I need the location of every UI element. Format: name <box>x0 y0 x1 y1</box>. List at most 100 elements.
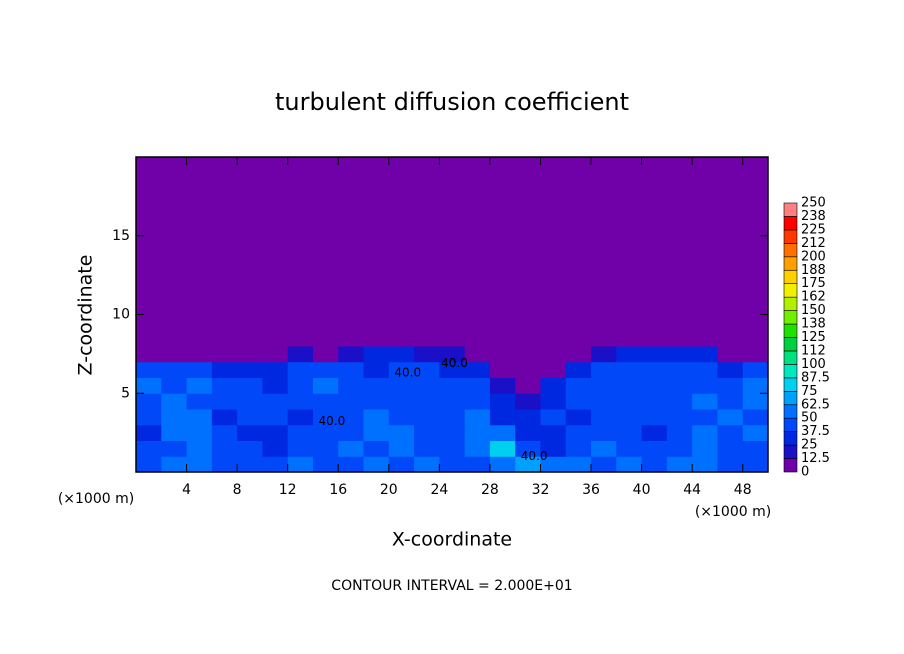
cell <box>540 377 567 394</box>
cell <box>742 314 769 347</box>
cell <box>489 157 516 315</box>
cell <box>161 157 188 315</box>
cell <box>742 393 769 410</box>
cell <box>692 346 718 363</box>
cell <box>489 314 516 347</box>
cell <box>237 314 263 347</box>
cell <box>439 424 466 441</box>
cell <box>414 393 440 410</box>
cell <box>641 424 668 441</box>
cell <box>186 409 213 426</box>
x-tick-label: 36 <box>582 482 600 498</box>
colorbar-label: 25 <box>801 438 818 453</box>
cell <box>666 409 693 426</box>
cell <box>489 424 516 441</box>
cell <box>464 456 491 473</box>
cell <box>641 377 668 394</box>
cell <box>515 456 541 473</box>
cell <box>489 377 516 394</box>
cell <box>186 456 213 473</box>
cell <box>211 393 238 410</box>
cell <box>439 346 466 363</box>
x-unit-label: (×1000 m) <box>58 491 134 507</box>
cell <box>515 440 541 457</box>
cell <box>363 346 390 363</box>
cell <box>388 377 415 394</box>
cell <box>338 361 365 378</box>
cell <box>616 409 643 426</box>
cell <box>515 424 541 441</box>
colorbar-swatch <box>783 431 798 446</box>
cell <box>211 361 238 378</box>
cell <box>363 409 390 426</box>
cell <box>287 346 314 363</box>
cell <box>692 393 718 410</box>
cell <box>262 314 289 347</box>
cell <box>439 393 466 410</box>
colorbar-swatch <box>783 404 798 419</box>
cell <box>591 157 617 315</box>
cell <box>540 346 567 363</box>
cell <box>262 393 289 410</box>
cell <box>136 440 162 457</box>
cell <box>439 377 466 394</box>
cell <box>692 361 718 378</box>
cell <box>388 440 415 457</box>
cell <box>616 157 643 315</box>
cell <box>388 424 415 441</box>
cell <box>591 393 617 410</box>
cell <box>388 409 415 426</box>
cell <box>565 361 592 378</box>
colorbar-label: 50 <box>801 411 818 426</box>
cell <box>742 377 769 394</box>
colorbar-label: 125 <box>801 330 826 345</box>
cell <box>262 346 289 363</box>
cell <box>666 346 693 363</box>
cell <box>414 456 440 473</box>
cell <box>211 456 238 473</box>
cell <box>262 377 289 394</box>
cell <box>464 409 491 426</box>
contour-label: 40.0 <box>521 449 548 463</box>
cell <box>338 456 365 473</box>
cell <box>616 440 643 457</box>
colorbar-swatch <box>783 444 798 459</box>
contour-label: 40.0 <box>319 414 346 428</box>
cell <box>591 456 617 473</box>
cell <box>616 314 643 347</box>
cell <box>565 393 592 410</box>
colorbar-swatch <box>783 323 798 338</box>
cell <box>388 346 415 363</box>
cell <box>338 346 365 363</box>
colorbar-label: 100 <box>801 357 826 372</box>
cell <box>515 314 541 347</box>
cell <box>717 393 744 410</box>
cell <box>540 361 567 378</box>
cell <box>489 393 516 410</box>
cell <box>489 409 516 426</box>
cell <box>641 314 668 347</box>
cell <box>489 346 516 363</box>
cell <box>565 346 592 363</box>
cell <box>439 456 466 473</box>
cell <box>211 157 238 315</box>
cell <box>742 456 769 473</box>
cell <box>591 377 617 394</box>
cell <box>692 424 718 441</box>
cell <box>540 440 567 457</box>
cell <box>312 440 339 457</box>
cell <box>641 346 668 363</box>
cell <box>641 440 668 457</box>
x-tick-label: 16 <box>329 482 347 498</box>
cell <box>717 456 744 473</box>
cell <box>338 440 365 457</box>
colorbar-label: 150 <box>801 303 826 318</box>
cell <box>186 157 213 315</box>
colorbar-label: 188 <box>801 263 826 278</box>
cell <box>464 346 491 363</box>
cell <box>540 424 567 441</box>
cell <box>641 456 668 473</box>
colorbar-swatch <box>783 229 798 244</box>
cell <box>211 346 238 363</box>
cell <box>211 424 238 441</box>
